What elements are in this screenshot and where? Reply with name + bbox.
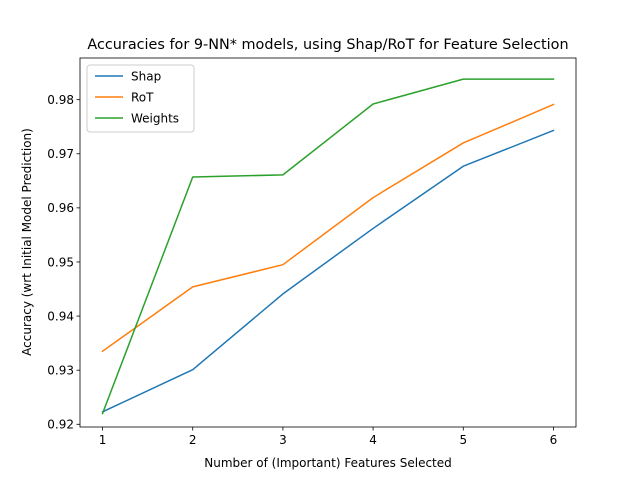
legend-label-rot: RoT — [131, 90, 154, 104]
series-line-rot — [101, 103, 555, 353]
axes-frame — [79, 57, 577, 428]
x-tick-label: 1 — [99, 433, 107, 447]
legend-label-shap: Shap — [131, 69, 161, 83]
y-tick-label: 0.93 — [47, 363, 74, 377]
chart-title: Accuracies for 9-NN* models, using Shap/… — [87, 37, 568, 53]
legend: Shap RoT Weights — [86, 64, 195, 133]
plot-area — [101, 78, 555, 415]
y-tick-label: 0.92 — [47, 418, 74, 432]
legend-box — [86, 64, 195, 133]
x-tick-label: 4 — [369, 433, 377, 447]
y-tick-label: 0.95 — [47, 255, 74, 269]
y-tick-label: 0.98 — [47, 93, 74, 107]
x-tick-label: 2 — [189, 433, 197, 447]
y-axis-label: Accuracy (wrt Initial Model Prediction) — [20, 128, 34, 356]
series-line-shap — [101, 129, 555, 413]
x-axis-label: Number of (Important) Features Selected — [204, 456, 452, 470]
y-tick-label: 0.97 — [47, 147, 74, 161]
legend-label-weights: Weights — [131, 111, 179, 125]
y-tick-label: 0.96 — [47, 201, 74, 215]
axes: 1 2 3 4 5 6 0.92 0.93 0.94 0.95 0.96 0.97 0.98 — [47, 57, 577, 447]
series-line-weights — [101, 78, 555, 415]
y-tick-label: 0.94 — [47, 309, 74, 323]
x-tick-label: 5 — [459, 433, 467, 447]
x-tick-label: 6 — [550, 433, 558, 447]
x-tick-label: 3 — [279, 433, 287, 447]
